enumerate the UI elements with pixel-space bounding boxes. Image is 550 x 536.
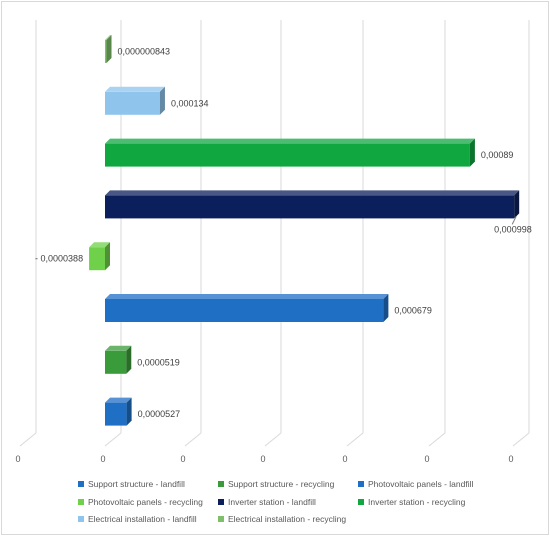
bar <box>105 402 127 426</box>
legend-label: Inverter station - landfill <box>228 496 316 507</box>
bar-side <box>126 345 132 374</box>
legend-swatch <box>78 515 84 522</box>
bar-side <box>106 35 112 63</box>
gridline-floor <box>264 432 282 447</box>
gridline-floor <box>184 432 202 447</box>
legend-label: Photovoltaic panels - landfill <box>368 478 474 489</box>
x-tick-label: 0 <box>100 454 105 464</box>
legend-label: Inverter station - recycling <box>368 496 466 507</box>
bar-side <box>514 190 520 219</box>
gridline-floor <box>104 432 122 447</box>
legend-swatch <box>78 498 84 505</box>
bar <box>105 195 515 219</box>
legend-item: Inverter station - landfill <box>218 496 316 507</box>
x-tick-label: 0 <box>424 454 429 464</box>
legend-item: Photovoltaic panels - recycling <box>78 496 203 507</box>
bar <box>105 299 384 322</box>
x-tick-label: 0 <box>15 454 20 464</box>
legend-swatch <box>218 480 224 487</box>
legend-swatch <box>218 515 224 522</box>
legend-label: Photovoltaic panels - recycling <box>88 496 203 507</box>
bar <box>105 91 160 115</box>
data-label: 0,000134 <box>171 98 209 108</box>
legend-swatch <box>218 498 224 505</box>
legend-swatch <box>78 480 84 487</box>
data-label: 0,000000843 <box>118 47 171 57</box>
legend-item: Photovoltaic panels - landfill <box>358 478 473 489</box>
bar <box>105 143 470 167</box>
legend-item: Support structure - recycling <box>218 478 334 489</box>
gridline-floor <box>346 432 364 447</box>
x-tick-label: 0 <box>508 454 513 464</box>
legend-item: Inverter station - recycling <box>358 496 465 507</box>
data-label-leader <box>511 216 517 225</box>
bar-top <box>105 138 475 144</box>
legend-item: Support structure - landfill <box>78 478 185 489</box>
bar-side <box>126 397 132 426</box>
gridline-floor <box>512 432 530 447</box>
legend-item: Electrical installation - landfill <box>78 513 197 524</box>
data-label: 0,00089 <box>481 150 514 160</box>
legend-label: Electrical installation - recycling <box>228 513 347 524</box>
data-label: 0,000998 <box>494 224 532 234</box>
x-tick-label: 0 <box>260 454 265 464</box>
x-tick-label: 0 <box>180 454 185 464</box>
gridline-floor <box>19 432 37 447</box>
data-label: 0,0000527 <box>138 409 181 419</box>
legend-label: Support structure - recycling <box>228 478 335 489</box>
data-label: 0,0000519 <box>137 357 180 367</box>
bar-side <box>469 138 475 167</box>
bar <box>105 40 107 63</box>
bar-top <box>105 397 132 403</box>
bar-side <box>383 294 389 322</box>
legend-swatch <box>358 498 364 505</box>
data-label: - 0,0000388 <box>35 254 83 264</box>
bar-top <box>105 190 520 196</box>
legend-label: Support structure - landfill <box>88 478 185 489</box>
bar-top <box>89 242 110 248</box>
bar-top <box>105 294 389 299</box>
legend-label: Electrical installation - landfill <box>88 513 197 524</box>
x-tick-label: 0 <box>342 454 347 464</box>
bar <box>89 247 105 271</box>
bar <box>105 350 127 374</box>
bar-top <box>105 35 112 40</box>
bar-top <box>105 86 165 92</box>
gridline-floor <box>428 432 446 447</box>
data-label: 0,000679 <box>394 306 432 316</box>
bar-side <box>105 242 110 271</box>
legend-swatch <box>358 480 364 487</box>
legend-item: Electrical installation - recycling <box>218 513 346 524</box>
bar-side <box>159 86 165 115</box>
bar-top <box>105 345 132 351</box>
